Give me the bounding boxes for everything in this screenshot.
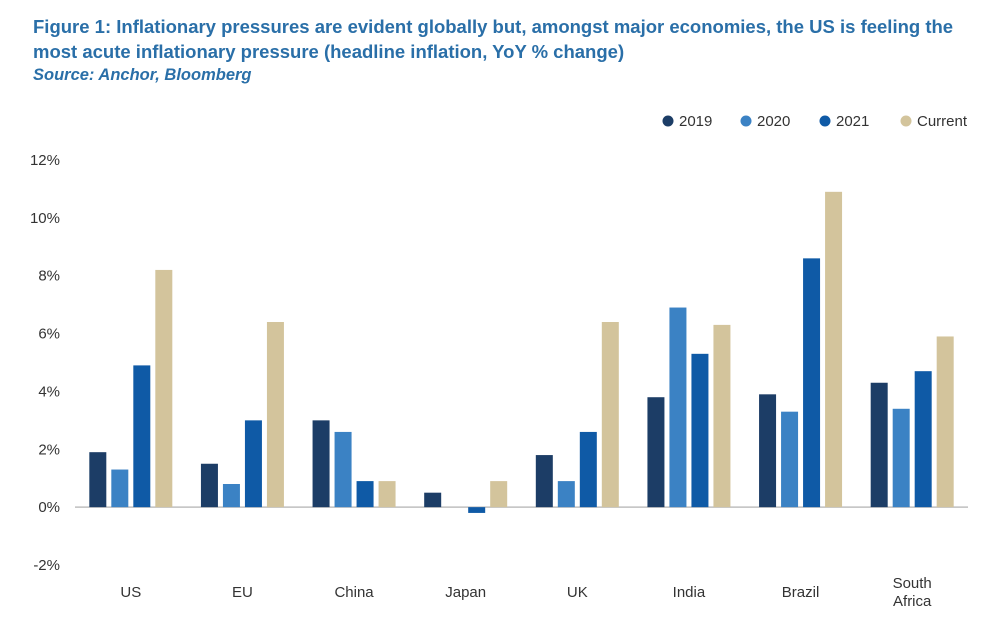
- bar: [200, 463, 218, 508]
- bar: [155, 269, 173, 508]
- bar: [936, 336, 954, 508]
- y-tick-label: 12%: [30, 152, 60, 169]
- figure-title: Figure 1: Inflationary pressures are evi…: [33, 16, 954, 62]
- bar: [424, 492, 442, 508]
- bar: [759, 394, 777, 508]
- legend: 2019 2020 2021 Current: [662, 113, 968, 130]
- x-tick-label: Brazil: [782, 584, 820, 601]
- bar: [266, 322, 284, 508]
- legend-label: 2021: [836, 113, 869, 130]
- x-tick-label: Japan: [445, 584, 486, 601]
- bars: [89, 191, 954, 513]
- bar: [334, 431, 352, 508]
- bar: [825, 191, 843, 508]
- bar: [111, 469, 129, 508]
- y-axis: -2% 0% 2% 4% 6% 8% 10% 12%: [30, 152, 60, 574]
- bar: [803, 258, 821, 508]
- legend-label: 2020: [757, 113, 790, 130]
- x-axis: US EU China Japan UK India Brazil South Africa: [120, 575, 932, 610]
- legend-label: 2019: [679, 113, 712, 130]
- y-tick-label: 2%: [38, 441, 60, 458]
- y-tick-label: 8%: [38, 268, 60, 285]
- x-tick-label: China: [334, 584, 374, 601]
- x-tick-label: EU: [232, 584, 253, 601]
- x-tick-label: South Africa: [893, 575, 932, 610]
- bar: [490, 481, 508, 508]
- x-tick-label: US: [120, 584, 141, 601]
- bar: [378, 481, 396, 508]
- bar: [535, 455, 553, 508]
- bar: [781, 411, 799, 508]
- legend-marker: [740, 115, 752, 127]
- bar: [356, 481, 374, 508]
- bar: [914, 371, 932, 508]
- bar: [579, 431, 597, 508]
- bar: [468, 507, 486, 513]
- legend-marker: [819, 115, 831, 127]
- y-tick-label: 4%: [38, 383, 60, 400]
- bar: [691, 353, 709, 508]
- bar: [669, 307, 687, 508]
- legend-marker: [662, 115, 674, 127]
- legend-label: Current: [917, 113, 968, 130]
- figure-source: Source: Anchor, Bloomberg: [33, 66, 252, 84]
- y-tick-label: 0%: [38, 499, 60, 516]
- bar: [222, 484, 240, 508]
- bar: [312, 420, 330, 508]
- x-tick-label: UK: [567, 584, 588, 601]
- bar: [870, 382, 888, 508]
- bar: [244, 420, 262, 508]
- bar: [647, 397, 665, 508]
- y-tick-label: 6%: [38, 326, 60, 343]
- y-tick-label: -2%: [33, 557, 60, 574]
- bar: [892, 408, 910, 508]
- bar: [601, 322, 619, 508]
- x-tick-label: India: [673, 584, 706, 601]
- bar: [713, 324, 731, 508]
- legend-marker: [900, 115, 912, 127]
- y-tick-label: 10%: [30, 210, 60, 227]
- bar: [133, 365, 151, 508]
- bar: [557, 481, 575, 508]
- bar: [89, 452, 107, 508]
